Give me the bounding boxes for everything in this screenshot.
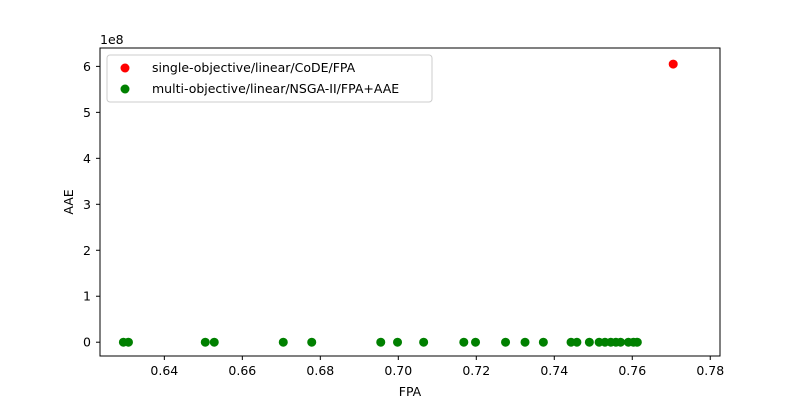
x-tick-label: 0.74 bbox=[540, 363, 568, 378]
y-tick-label: 4 bbox=[83, 151, 91, 166]
y-tick-label: 0 bbox=[83, 335, 91, 350]
x-tick-label: 0.72 bbox=[462, 363, 490, 378]
axes-ticks: 0.64 0.66 0.68 0.70 0.72 0.74 0.76 0.78 0 1 2 3 4 5 6 bbox=[83, 59, 724, 378]
x-axis-label: FPA bbox=[399, 384, 422, 399]
point-multi-objective bbox=[278, 337, 288, 347]
y-tick-label: 5 bbox=[83, 105, 91, 120]
point-multi-objective bbox=[520, 337, 530, 347]
y-tick-label: 6 bbox=[83, 59, 91, 74]
legend-label-multi-objective: multi-objective/linear/NSGA-II/FPA+AAE bbox=[152, 81, 399, 96]
x-tick-label: 0.66 bbox=[228, 363, 256, 378]
x-tick-label: 0.70 bbox=[384, 363, 412, 378]
data-points bbox=[118, 59, 678, 347]
point-multi-objective bbox=[538, 337, 548, 347]
point-multi-objective bbox=[307, 337, 317, 347]
x-tick-label: 0.78 bbox=[696, 363, 724, 378]
legend-label-single-objective: single-objective/linear/CoDE/FPA bbox=[152, 60, 356, 75]
y-offset-label: 1e8 bbox=[100, 32, 124, 47]
legend-marker-single-objective bbox=[120, 63, 130, 73]
point-single-objective bbox=[668, 59, 678, 69]
y-tick-label: 2 bbox=[83, 243, 91, 258]
point-multi-objective bbox=[584, 337, 594, 347]
x-tick-label: 0.64 bbox=[150, 363, 178, 378]
point-multi-objective bbox=[200, 337, 210, 347]
y-axis-label: AAE bbox=[61, 189, 76, 214]
point-multi-objective bbox=[419, 337, 429, 347]
x-tick-label: 0.76 bbox=[618, 363, 646, 378]
legend-box bbox=[106, 54, 433, 103]
y-tick-label: 3 bbox=[83, 197, 91, 212]
point-multi-objective bbox=[632, 337, 642, 347]
axes-frame bbox=[99, 47, 721, 357]
x-tick-label: 0.68 bbox=[306, 363, 334, 378]
legend: single-objective/linear/CoDE/FPA multi-o… bbox=[106, 54, 433, 103]
y-tick-label: 1 bbox=[83, 289, 91, 304]
point-multi-objective bbox=[572, 337, 582, 347]
point-multi-objective bbox=[501, 337, 511, 347]
point-multi-objective bbox=[393, 337, 403, 347]
legend-marker-multi-objective bbox=[120, 84, 130, 94]
point-multi-objective bbox=[459, 337, 469, 347]
point-multi-objective bbox=[123, 337, 133, 347]
point-multi-objective bbox=[616, 337, 626, 347]
point-multi-objective bbox=[376, 337, 386, 347]
point-multi-objective bbox=[209, 337, 219, 347]
point-multi-objective bbox=[471, 337, 481, 347]
